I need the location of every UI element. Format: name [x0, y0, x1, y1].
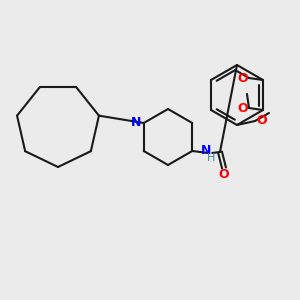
Text: O: O — [238, 101, 248, 115]
Text: N: N — [201, 143, 211, 157]
Text: O: O — [219, 167, 229, 181]
Text: O: O — [238, 71, 248, 85]
Text: O: O — [257, 115, 267, 128]
Text: H: H — [207, 153, 215, 163]
Text: N: N — [130, 116, 141, 130]
